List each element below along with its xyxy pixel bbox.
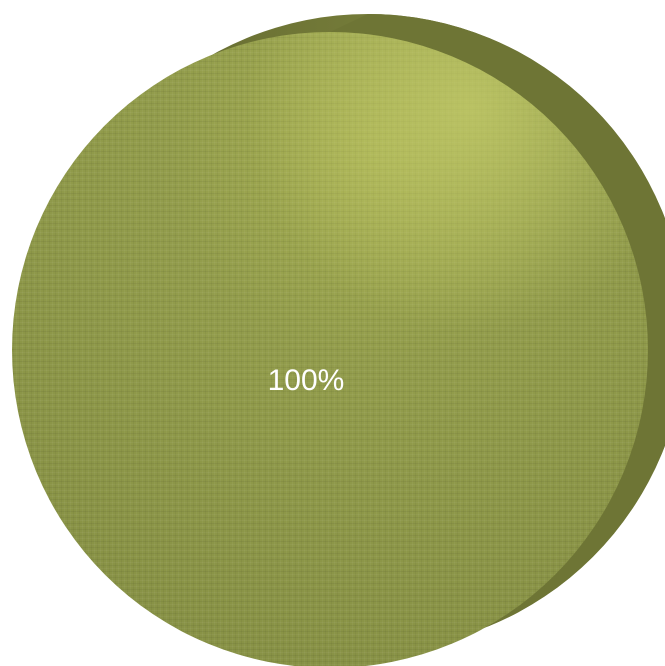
pie-labels: 100% [268,364,345,397]
pie-slice-label: 100% [268,364,345,397]
pie-slices [12,14,665,666]
pie-slice-highlight [12,32,648,666]
